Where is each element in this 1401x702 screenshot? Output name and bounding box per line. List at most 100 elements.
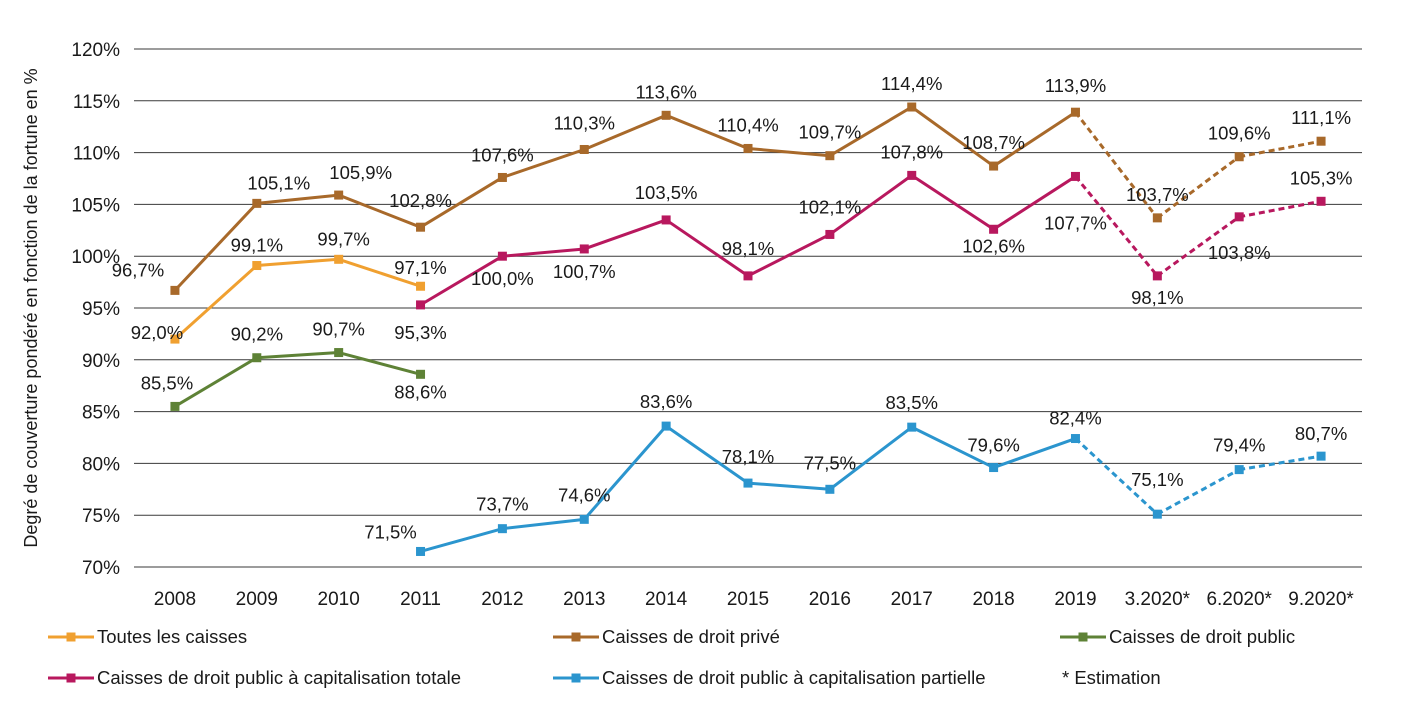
data-label: 99,7%: [317, 228, 369, 249]
y-tick-label: 90%: [82, 351, 120, 372]
data-point: [825, 151, 835, 161]
data-labels: 92,0% 99,1% 99,7% 97,1% 96,7% 105,1% 105,9% 102…: [112, 73, 1353, 542]
data-point: [907, 422, 917, 432]
legend-item: Caisses de droit public à capitalisation…: [48, 667, 461, 688]
data-label: 90,2%: [231, 324, 283, 345]
data-point: [497, 524, 507, 534]
data-label: 107,6%: [471, 144, 534, 165]
data-label: 98,1%: [1131, 287, 1183, 308]
legend-marker: [571, 632, 581, 642]
data-point: [907, 170, 917, 180]
x-tick-label: 2016: [809, 589, 851, 610]
x-tick-label: 2009: [236, 589, 278, 610]
x-tick-label: 3.2020*: [1125, 589, 1191, 610]
data-point: [416, 222, 426, 232]
data-point: [1070, 434, 1080, 444]
series-points: [170, 102, 1326, 556]
data-label: 105,3%: [1290, 167, 1353, 188]
data-label: 98,1%: [722, 238, 774, 259]
y-tick-label: 120%: [71, 40, 120, 61]
x-tick-label: 2017: [891, 589, 933, 610]
data-label: 103,8%: [1208, 242, 1271, 263]
data-label: 110,3%: [554, 112, 615, 133]
x-tick-label: 2011: [400, 589, 441, 610]
data-label: 77,5%: [804, 452, 856, 473]
y-tick-label: 105%: [71, 195, 120, 216]
data-label: 83,5%: [885, 392, 937, 413]
data-point: [579, 244, 589, 254]
data-point: [1234, 212, 1244, 222]
data-label: 111,1%: [1291, 107, 1351, 128]
data-point: [1070, 107, 1080, 117]
data-point: [825, 229, 835, 239]
data-label: 99,1%: [231, 235, 283, 256]
legend-label: Toutes les caisses: [97, 626, 247, 647]
data-point: [743, 271, 753, 281]
data-label: 110,4%: [717, 114, 778, 135]
data-label: 79,4%: [1213, 435, 1265, 456]
y-tick-label: 70%: [82, 558, 120, 579]
x-tick-label: 2012: [481, 589, 523, 610]
data-label: 85,5%: [141, 372, 193, 393]
data-label: 95,3%: [394, 322, 446, 343]
data-point: [416, 281, 426, 291]
data-point: [252, 198, 262, 208]
data-point: [661, 215, 671, 225]
data-label: 108,7%: [962, 132, 1025, 153]
data-point: [1316, 451, 1326, 461]
data-point: [1316, 196, 1326, 206]
legend-note: * Estimation: [1062, 667, 1161, 688]
data-label: 103,7%: [1126, 184, 1189, 205]
data-point: [661, 421, 671, 431]
x-tick-label: 2018: [972, 589, 1014, 610]
data-point: [1152, 213, 1162, 223]
y-tick-label: 75%: [82, 506, 120, 527]
data-point: [661, 110, 671, 120]
y-tick-label: 115%: [73, 92, 120, 113]
series-line: [173, 257, 422, 341]
y-tick-label: 85%: [82, 403, 120, 424]
data-label: 107,8%: [880, 141, 943, 162]
data-point: [1152, 509, 1162, 519]
data-label: 114,4%: [881, 73, 942, 94]
data-point: [334, 190, 344, 200]
data-point: [416, 300, 426, 310]
x-tick-label: 2019: [1054, 589, 1096, 610]
data-label: 83,6%: [640, 391, 692, 412]
x-tick-label: 2010: [318, 589, 360, 610]
data-label: 113,9%: [1045, 75, 1106, 96]
data-label: 88,6%: [394, 381, 446, 402]
data-label: 107,7%: [1044, 212, 1107, 233]
data-label: 103,5%: [635, 182, 698, 203]
series-line-estimate: [1074, 175, 1322, 278]
data-point: [170, 285, 180, 295]
data-point: [579, 514, 589, 524]
y-tick-label: 100%: [71, 247, 120, 268]
data-point: [989, 463, 999, 473]
y-tick-label: 80%: [82, 454, 120, 475]
data-point: [743, 478, 753, 488]
data-label: 109,7%: [798, 122, 861, 143]
legend-marker: [66, 632, 76, 642]
series-lines: [173, 105, 1322, 553]
y-tick-label: 95%: [82, 299, 120, 320]
data-label: 82,4%: [1049, 408, 1101, 429]
data-point: [1152, 271, 1162, 281]
legend-marker: [571, 673, 581, 683]
legend-item: Caisses de droit privé: [553, 626, 780, 647]
y-axis-title: Degré de couverture pondéré en fonction …: [21, 68, 41, 547]
data-label: 102,6%: [962, 235, 1025, 256]
legend-label: Caisses de droit privé: [602, 626, 780, 647]
data-label: 100,7%: [553, 261, 616, 282]
data-point: [1316, 136, 1326, 146]
data-label: 92,0%: [131, 322, 183, 343]
data-point: [1234, 152, 1244, 162]
data-point: [1070, 171, 1080, 181]
data-point: [497, 251, 507, 261]
legend-item: Caisses de droit public: [1060, 626, 1295, 647]
x-tick-label: 2008: [154, 589, 196, 610]
x-tick-label: 9.2020*: [1288, 589, 1354, 610]
data-label: 80,7%: [1295, 423, 1347, 444]
y-tick-label: 110%: [73, 144, 120, 165]
